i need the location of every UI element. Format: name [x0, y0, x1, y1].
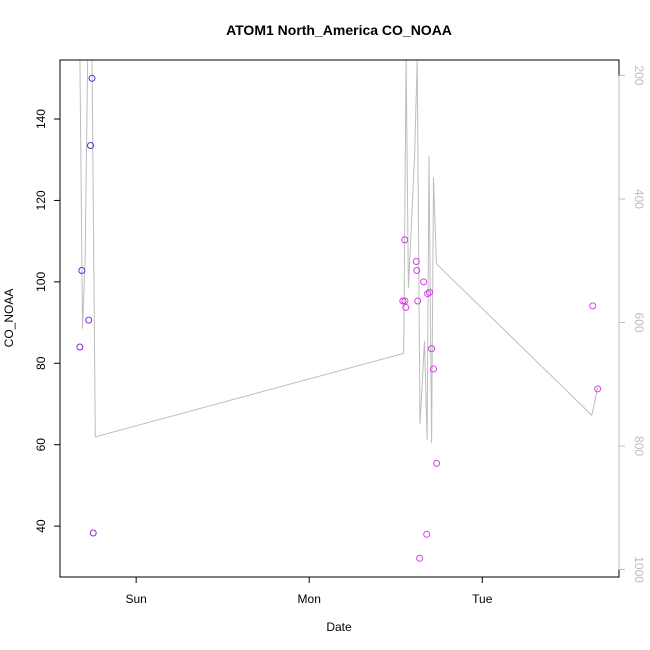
data-point — [402, 304, 410, 311]
right-tick-label: 200 — [632, 65, 646, 85]
data-point — [430, 365, 437, 373]
data-point — [423, 530, 431, 538]
x-tick-label: Tue — [472, 592, 493, 606]
data-point — [401, 236, 409, 244]
y-tick-label: 140 — [34, 109, 48, 129]
co-points — [76, 74, 602, 562]
data-point — [89, 529, 97, 537]
x-axis-label: Date — [326, 620, 352, 634]
chart-title: ATOM1 North_America CO_NOAA — [226, 22, 452, 38]
data-point — [87, 142, 94, 149]
data-point — [88, 74, 96, 82]
y-tick-label: 100 — [34, 272, 48, 292]
y-tick-label: 40 — [34, 519, 48, 533]
data-point — [589, 302, 597, 310]
data-point — [414, 297, 422, 305]
data-point — [424, 290, 432, 298]
y-axis-right: 200 400 600 800 1000 — [618, 65, 646, 583]
y-axis-left: 40 60 80 100 120 140 — [34, 109, 60, 533]
data-point — [428, 345, 436, 353]
data-point — [399, 297, 407, 305]
data-point — [594, 385, 602, 393]
pressure-line — [79, 60, 599, 444]
right-tick-label: 600 — [632, 312, 646, 332]
data-point — [76, 343, 84, 351]
y-tick-label: 120 — [34, 190, 48, 210]
y-tick-label: 60 — [34, 438, 48, 452]
data-point — [433, 459, 441, 467]
data-point — [85, 316, 93, 324]
data-point — [416, 554, 424, 562]
right-tick-label: 800 — [632, 436, 646, 456]
x-axis: Sun Mon Tue — [125, 577, 493, 606]
pressure-series — [79, 60, 599, 444]
y-axis-label: CO_NOAA — [2, 289, 16, 348]
data-point — [412, 258, 420, 265]
data-point — [78, 267, 86, 274]
y-tick-label: 80 — [34, 356, 48, 370]
data-point — [413, 267, 421, 274]
x-tick-label: Sun — [125, 592, 146, 606]
x-tick-label: Mon — [298, 592, 321, 606]
data-point — [401, 297, 409, 305]
right-tick-label: 400 — [632, 189, 646, 209]
right-tick-label: 1000 — [632, 556, 646, 583]
plot-frame — [59, 59, 620, 578]
data-point — [420, 278, 428, 286]
data-point — [426, 288, 433, 296]
